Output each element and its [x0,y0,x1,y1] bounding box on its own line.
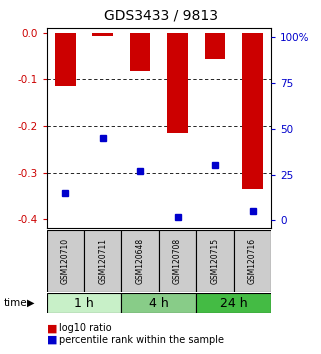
Text: GSM120648: GSM120648 [136,238,145,284]
FancyBboxPatch shape [84,230,121,292]
FancyBboxPatch shape [196,230,234,292]
FancyBboxPatch shape [196,293,271,313]
Text: ■: ■ [47,335,57,345]
Text: GSM120716: GSM120716 [248,238,257,284]
FancyBboxPatch shape [47,293,121,313]
Bar [130,33,151,71]
Text: GDS3433 / 9813: GDS3433 / 9813 [103,9,218,23]
Bar [92,33,113,36]
FancyBboxPatch shape [121,293,196,313]
Text: GSM120711: GSM120711 [98,238,107,284]
Bar [242,33,263,189]
FancyBboxPatch shape [234,230,271,292]
Bar [55,33,75,86]
Text: 4 h: 4 h [149,297,169,309]
FancyBboxPatch shape [159,230,196,292]
Text: GSM120708: GSM120708 [173,238,182,284]
Text: 1 h: 1 h [74,297,94,309]
Text: time: time [3,298,27,308]
Text: ■: ■ [47,323,57,333]
Bar [167,33,188,133]
Text: ▶: ▶ [27,298,35,308]
Bar [205,33,225,58]
Text: 24 h: 24 h [220,297,247,309]
Text: log10 ratio: log10 ratio [59,323,112,333]
FancyBboxPatch shape [47,230,84,292]
FancyBboxPatch shape [121,230,159,292]
Text: percentile rank within the sample: percentile rank within the sample [59,335,224,345]
Text: GSM120715: GSM120715 [211,238,220,284]
Text: GSM120710: GSM120710 [61,238,70,284]
